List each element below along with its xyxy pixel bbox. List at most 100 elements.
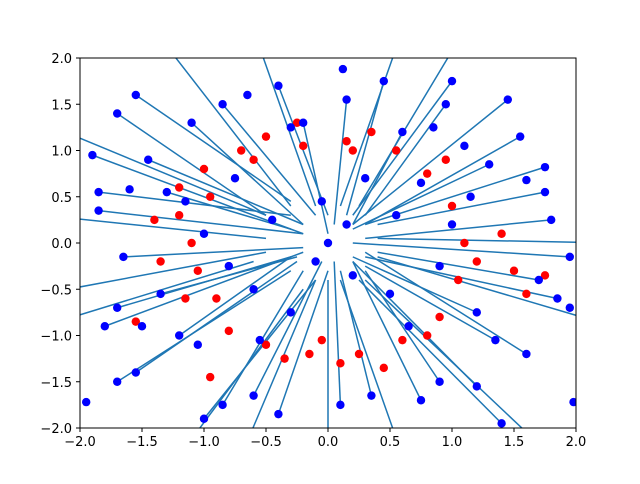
segment-line — [80, 260, 254, 316]
segment-line — [377, 191, 546, 226]
data-point-blue — [398, 127, 407, 137]
segment-line — [160, 256, 298, 295]
data-point-blue — [485, 160, 494, 169]
data-point-red — [175, 211, 184, 220]
segment-line — [364, 135, 521, 226]
y-tick-label: 0.0 — [51, 237, 72, 252]
data-point-blue — [131, 90, 140, 100]
data-point-red — [305, 349, 314, 359]
data-point-blue — [137, 322, 147, 331]
segment-line — [352, 163, 490, 230]
data-point-blue — [348, 271, 357, 280]
x-tick-label: 1.0 — [442, 435, 463, 450]
data-point-blue — [416, 396, 426, 405]
segment-line — [364, 265, 496, 341]
segment-line — [174, 58, 292, 207]
data-point-red — [131, 317, 140, 326]
segment-line — [135, 260, 298, 374]
segment-line — [364, 103, 447, 216]
data-point-blue — [540, 162, 550, 172]
data-point-blue — [547, 215, 556, 225]
data-point-blue — [199, 229, 209, 238]
data-point-blue — [255, 335, 264, 345]
data-point-red — [342, 137, 351, 146]
data-point-blue — [249, 285, 258, 294]
data-point-blue — [565, 303, 574, 312]
y-tick-label: −1.0 — [40, 330, 72, 345]
segment-line — [352, 99, 509, 226]
y-axis: −2.0 −1.5 −1.0 −0.5 0.0 0.5 1.0 1.5 2.0 — [40, 52, 80, 437]
data-point-red — [423, 169, 432, 178]
segment-line — [358, 58, 449, 207]
data-point-red — [206, 192, 215, 201]
data-point-red — [292, 118, 302, 127]
data-point-blue — [392, 211, 401, 220]
x-tick-label: −2.0 — [64, 435, 96, 450]
segment-line — [333, 261, 342, 405]
data-point-blue — [534, 275, 543, 285]
data-point-blue — [181, 197, 190, 206]
x-tick-label: 0.5 — [380, 435, 401, 450]
data-point-red — [212, 294, 221, 303]
segment-line — [377, 251, 539, 281]
x-tick-label: 2.0 — [566, 435, 587, 450]
data-point-red — [299, 141, 308, 151]
data-point-red — [206, 372, 215, 382]
data-point-blue — [435, 261, 444, 271]
data-point-blue — [435, 377, 444, 386]
y-tick-label: −0.5 — [40, 283, 72, 298]
segment-line — [191, 122, 304, 226]
data-point-blue — [447, 76, 457, 86]
segment-line — [80, 218, 267, 240]
data-point-red — [367, 127, 376, 137]
data-point-blue — [113, 377, 122, 386]
x-tick-label: 1.5 — [504, 435, 525, 450]
data-point-red — [509, 266, 519, 275]
data-point-red — [348, 146, 357, 155]
data-point-blue — [522, 175, 531, 185]
data-point-red — [193, 266, 202, 275]
points-layer — [82, 64, 576, 428]
data-point-blue — [317, 197, 326, 206]
data-point-blue — [94, 206, 103, 215]
segment-line — [252, 261, 323, 396]
data-point-red — [447, 201, 457, 211]
data-point-blue — [516, 132, 525, 141]
data-point-blue — [367, 391, 376, 400]
segment-line — [377, 256, 576, 317]
data-point-blue — [249, 391, 258, 400]
data-point-blue — [565, 252, 574, 262]
data-point-blue — [274, 409, 283, 419]
data-point-blue — [94, 187, 103, 197]
data-point-blue — [119, 252, 128, 262]
data-point-blue — [472, 308, 481, 317]
data-point-blue — [88, 150, 97, 160]
data-point-blue — [286, 308, 295, 317]
data-point-blue — [472, 382, 481, 391]
data-point-blue — [323, 238, 333, 248]
data-point-blue — [218, 100, 227, 109]
x-tick-label: −0.5 — [250, 435, 282, 450]
segment-line — [358, 279, 503, 424]
data-point-red — [237, 146, 246, 155]
data-point-red — [398, 335, 407, 345]
y-tick-label: 1.0 — [51, 145, 72, 160]
data-point-blue — [447, 220, 457, 229]
segment-line — [277, 270, 329, 415]
data-point-blue — [162, 187, 171, 197]
data-point-blue — [404, 322, 413, 331]
segment-line — [252, 279, 317, 428]
data-point-red — [454, 275, 463, 285]
segment-line — [135, 94, 292, 202]
data-point-blue — [243, 90, 252, 100]
data-point-red — [497, 229, 506, 238]
x-tick-label: −1.0 — [188, 435, 220, 450]
data-point-blue — [336, 400, 345, 410]
data-point-red — [379, 363, 388, 373]
data-point-blue — [379, 76, 388, 86]
x-axis: −2.0 −1.5 −1.0 −0.5 0.0 0.5 1.0 1.5 2.0 — [64, 428, 586, 450]
y-tick-label: −1.5 — [40, 376, 72, 391]
segment-line — [178, 256, 292, 337]
data-point-red — [336, 359, 345, 368]
data-point-blue — [441, 100, 450, 109]
